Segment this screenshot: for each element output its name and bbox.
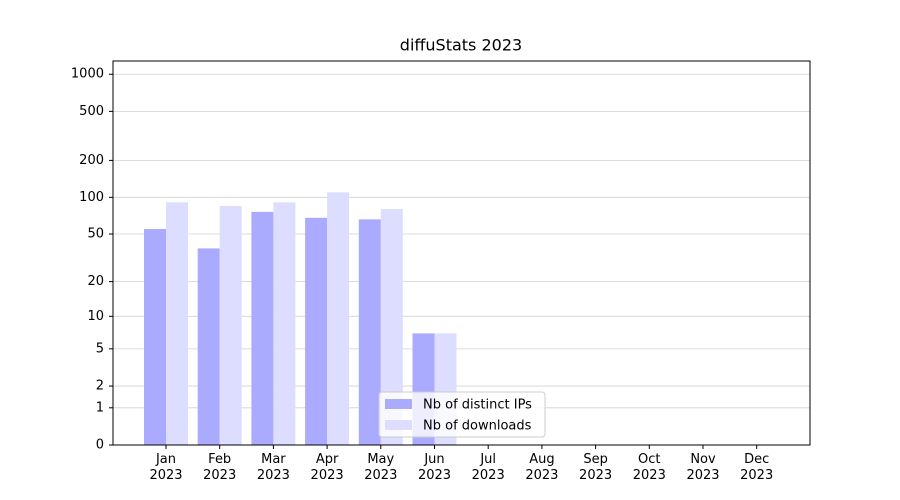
bar: [380, 209, 403, 445]
plot-frame: [112, 60, 811, 446]
y-tick-label: 5: [96, 341, 104, 356]
legend-label: Nb of distinct IPs: [423, 398, 532, 413]
x-tick-label: Feb 2023: [203, 452, 237, 483]
bar: [327, 192, 350, 445]
y-tick-label: 2: [96, 379, 104, 394]
legend-swatch: [385, 399, 412, 409]
y-tick-label: 10: [87, 309, 104, 324]
y-tick-label: 1000: [71, 67, 104, 82]
y-tick-label: 500: [79, 104, 104, 119]
x-tick-label: May 2023: [364, 452, 398, 483]
bar: [305, 217, 328, 445]
chart-title: diffuStats 2023: [400, 36, 522, 55]
bar: [273, 202, 296, 445]
x-tick-label: Jan 2023: [149, 452, 183, 483]
x-tick-label: Mar 2023: [256, 452, 290, 483]
legend-box: [378, 391, 546, 438]
x-tick-label: Oct 2023: [632, 452, 666, 483]
y-tick-label: 0: [96, 438, 104, 453]
x-tick-label: Dec 2023: [740, 452, 774, 483]
bar: [197, 248, 220, 445]
bar: [358, 219, 381, 445]
bar: [219, 205, 242, 445]
x-tick-label: Aug 2023: [525, 452, 559, 483]
x-tick-label: Sep 2023: [579, 452, 613, 483]
y-tick-label: 1: [96, 400, 104, 415]
y-tick-label: 100: [79, 190, 104, 205]
legend: Nb of distinct IPs Nb of downloads: [378, 391, 546, 438]
x-tick-label: Jul 2023: [471, 452, 505, 483]
x-tick-label: Apr 2023: [310, 452, 344, 483]
bar: [251, 211, 274, 445]
legend-swatch: [385, 420, 412, 430]
y-tick-label: 20: [87, 274, 104, 289]
bar: [144, 228, 166, 445]
y-tick-label: 200: [79, 153, 104, 168]
y-tick-label: 50: [87, 226, 104, 241]
x-tick-label: Nov 2023: [686, 452, 720, 483]
x-tick-label: Jun 2023: [417, 452, 452, 483]
legend-label: Nb of downloads: [423, 419, 532, 434]
bar: [166, 202, 188, 445]
